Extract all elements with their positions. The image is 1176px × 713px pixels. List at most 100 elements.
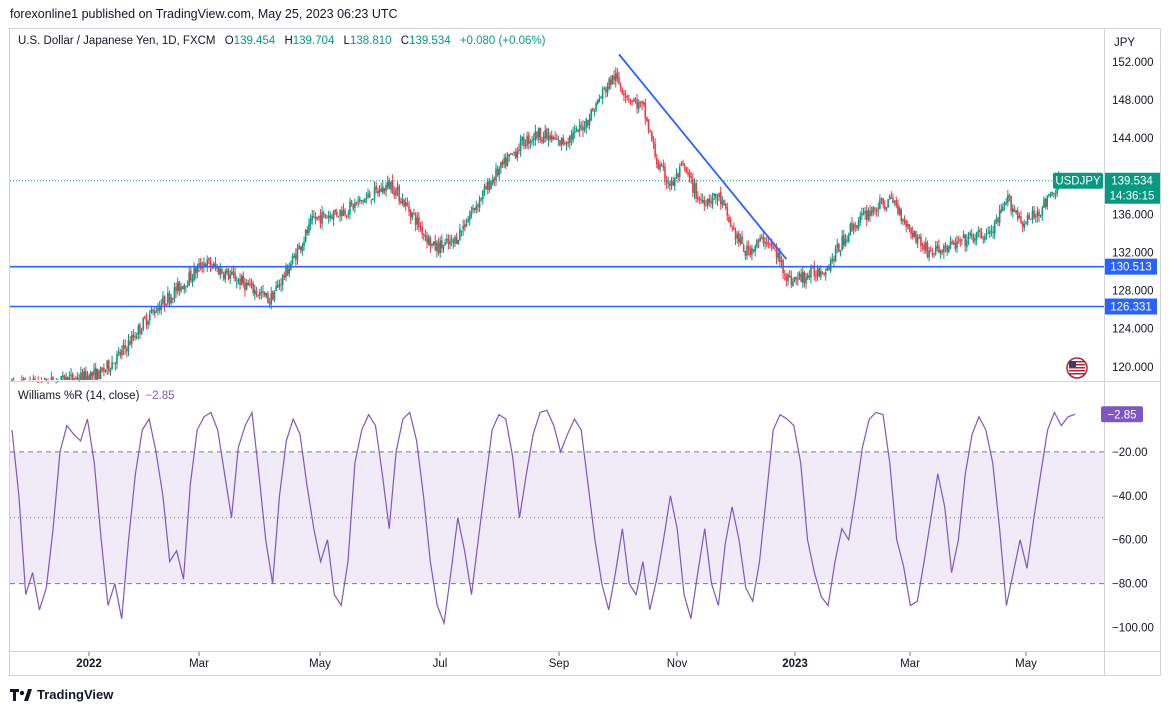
- candle-body: [979, 229, 981, 232]
- candle-body: [1049, 194, 1052, 197]
- candle-body: [1043, 198, 1045, 208]
- high-value: 139.704: [292, 35, 335, 47]
- candle-body: [317, 215, 320, 217]
- candle-body: [587, 120, 589, 126]
- candle-body: [857, 221, 860, 228]
- candle-body: [214, 263, 217, 268]
- candle-body: [882, 198, 884, 205]
- candle-body: [29, 379, 31, 381]
- wr-tick-label: −20.00: [1112, 447, 1148, 459]
- candle-body: [212, 263, 215, 268]
- candle-body: [1021, 221, 1024, 227]
- flag-stripe: [1069, 364, 1085, 366]
- candle-body: [429, 238, 432, 247]
- candle-body: [605, 88, 607, 93]
- candle-body: [303, 241, 305, 246]
- candle-body: [949, 241, 952, 249]
- candle-body: [800, 273, 802, 282]
- candle-body: [989, 231, 991, 235]
- candle-body: [176, 282, 179, 291]
- candle-body: [616, 72, 619, 79]
- candle-body: [186, 285, 189, 287]
- candle-body: [70, 374, 72, 377]
- candle-body: [475, 206, 478, 211]
- level-price-label: 126.331: [1110, 301, 1152, 313]
- candle-body: [468, 215, 471, 221]
- candle-body: [913, 230, 916, 237]
- candle-body: [646, 117, 648, 121]
- candle-body: [736, 234, 738, 239]
- tradingview-brand[interactable]: TradingView: [10, 687, 113, 702]
- candle-body: [478, 198, 481, 208]
- candle-body: [508, 154, 510, 158]
- candle-body: [247, 282, 250, 286]
- candle-body: [667, 182, 670, 184]
- candle-body: [946, 245, 948, 253]
- candle-body: [569, 135, 571, 143]
- candle-body: [785, 275, 788, 281]
- candle-body: [995, 219, 998, 222]
- candle-body: [759, 237, 761, 242]
- candle-body: [486, 181, 489, 190]
- candle-body: [460, 230, 463, 232]
- candle-body: [360, 200, 363, 202]
- candle-body: [288, 268, 291, 274]
- candle-body: [649, 131, 652, 133]
- candle-body: [280, 284, 282, 286]
- candle-body: [201, 267, 204, 269]
- candle-body: [966, 240, 968, 248]
- candle-body: [509, 153, 512, 155]
- candle-body: [298, 245, 300, 250]
- candle-body: [657, 163, 660, 169]
- candle-body: [193, 267, 195, 280]
- candle-body: [400, 201, 402, 203]
- candle-body: [44, 378, 46, 380]
- candle-body: [496, 168, 499, 176]
- price-tick-label: 148.000: [1112, 95, 1154, 107]
- candle-body: [788, 275, 791, 278]
- candle-body: [897, 204, 899, 214]
- candle-body: [464, 224, 466, 228]
- candle-body: [89, 372, 92, 380]
- candle-body: [902, 219, 904, 221]
- candle-body: [880, 198, 883, 200]
- candle-body: [1033, 210, 1035, 218]
- candle-body: [254, 289, 256, 295]
- candle-body: [741, 236, 743, 244]
- candle-body: [198, 263, 200, 266]
- candle-body: [928, 250, 930, 258]
- candle-body: [852, 224, 855, 230]
- candle-body: [1013, 209, 1016, 212]
- candle-body: [529, 141, 532, 144]
- brand-text: TradingView: [37, 687, 114, 702]
- candle-body: [285, 265, 287, 278]
- candle-body: [465, 224, 468, 227]
- candle-body: [75, 377, 77, 380]
- candle-body: [893, 201, 896, 203]
- symbol-title: U.S. Dollar / Japanese Yen, 1D, FXCM: [18, 35, 216, 47]
- candle-body: [542, 136, 545, 143]
- candle-body: [884, 205, 886, 209]
- candle-body: [117, 351, 120, 353]
- wr-tick-label: −100.00: [1112, 623, 1154, 635]
- candle-body: [1026, 215, 1029, 224]
- wr-value-badge-label: −2.85: [1107, 409, 1136, 421]
- candle-body: [357, 200, 359, 202]
- candle-body: [419, 226, 422, 228]
- candle-body: [60, 376, 63, 380]
- candle-body: [698, 198, 701, 200]
- candle-body: [140, 330, 143, 335]
- candle-body: [811, 267, 814, 269]
- candle-body: [1003, 203, 1006, 206]
- candle-body: [454, 237, 456, 244]
- currency-label: JPY: [1114, 37, 1135, 49]
- candle-body: [838, 243, 840, 252]
- candle-body: [696, 197, 699, 199]
- candle-body: [390, 181, 392, 190]
- candle-body: [98, 370, 100, 380]
- candle-body: [862, 213, 865, 215]
- candle-body: [892, 197, 894, 203]
- candle-body: [724, 203, 727, 208]
- candle-body: [495, 168, 497, 180]
